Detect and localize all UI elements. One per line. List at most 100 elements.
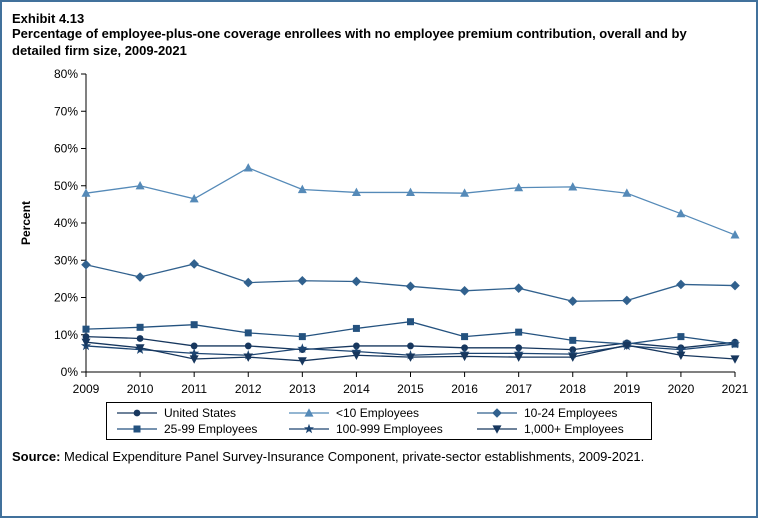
x-tick-label: 2018: [559, 382, 586, 396]
star-marker-icon: [303, 423, 315, 434]
x-tick-label: 2011: [181, 382, 207, 396]
square-marker-icon: [190, 320, 198, 328]
x-tick-label: 2020: [668, 382, 695, 396]
circle-marker-icon: [244, 342, 252, 350]
chart-header: Exhibit 4.13 Percentage of employee-plus…: [2, 2, 756, 60]
diamond-marker-icon: [459, 285, 470, 296]
circle-marker-icon: [133, 409, 141, 417]
square-marker-icon: [569, 336, 577, 344]
triangle-up-marker-icon: [730, 229, 740, 239]
y-tick-label: 40%: [54, 216, 78, 230]
diamond-marker-icon: [189, 258, 199, 269]
triangle-up-marker-icon: [297, 184, 307, 193]
series-1-000-employees: [81, 338, 740, 366]
legend-grid: United States <10 Employees 10-24 Employee…: [115, 406, 643, 436]
star-marker-icon: [189, 347, 200, 358]
source-prefix: Source:: [12, 448, 61, 464]
circle-marker-icon: [190, 342, 198, 350]
x-tick-label: 2015: [397, 382, 424, 396]
source-text: Medical Expenditure Panel Survey-Insuran…: [60, 448, 645, 464]
diamond-marker-icon: [405, 281, 416, 291]
source-note: Source: Medical Expenditure Panel Survey…: [2, 440, 756, 464]
diamond-marker-icon: [567, 296, 578, 306]
triangle-up-marker-icon: [514, 182, 524, 191]
triangle-down-marker-icon: [135, 343, 145, 353]
circle-marker-icon: [515, 344, 523, 351]
triangle-up-marker-icon: [406, 187, 415, 196]
triangle-up-marker-icon: [460, 188, 470, 197]
legend-label: 25-99 Employees: [164, 421, 258, 436]
star-marker-icon: [729, 338, 741, 349]
legend-item-united-states: United States: [115, 406, 287, 420]
triangle-down-marker-icon: [406, 353, 415, 362]
star-marker-icon: [297, 343, 308, 353]
circle-marker-icon: [353, 342, 360, 350]
square-marker-icon: [82, 325, 90, 333]
legend-label: <10 Employees: [336, 405, 420, 420]
triangle-up-marker-icon: [243, 162, 253, 172]
triangle-down-marker-icon: [568, 353, 578, 362]
series-10-employees: [81, 162, 740, 239]
legend-label: 100-999 Employees: [336, 421, 443, 436]
y-tick-label: 0%: [61, 365, 79, 379]
x-tick-label: 2014: [343, 382, 370, 396]
diamond-marker-icon: [492, 407, 502, 418]
x-tick-label: 2010: [127, 382, 154, 396]
square-marker-icon: [461, 332, 469, 340]
y-tick-label: 30%: [54, 253, 78, 267]
diamond-marker-icon: [81, 259, 91, 270]
x-tick-label: 2017: [505, 382, 532, 396]
diamond-marker-icon: [351, 276, 362, 287]
y-tick-label: 80%: [54, 67, 78, 81]
legend-item-1-000-employees: 1,000+ Employees: [475, 422, 643, 436]
triangle-down-marker-icon: [81, 338, 91, 347]
star-marker-icon: [351, 345, 362, 356]
circle-marker-icon: [136, 334, 144, 342]
y-tick-label: 50%: [54, 179, 78, 193]
triangle-down-marker-icon: [676, 351, 686, 360]
legend-label: United States: [164, 405, 237, 420]
diamond-marker-icon: [730, 280, 740, 291]
legend-diamond-icon: [477, 407, 517, 418]
square-marker-icon: [133, 425, 141, 433]
x-tick-label: 2021: [722, 382, 749, 396]
triangle-up-marker-icon: [622, 188, 632, 197]
x-tick-label: 2019: [613, 382, 640, 396]
legend-label: 10-24 Employees: [524, 405, 618, 420]
triangle-down-marker-icon: [730, 355, 740, 364]
triangle-down-marker-icon: [492, 425, 502, 434]
triangle-up-marker-icon: [135, 180, 145, 190]
chart-legend: United States <10 Employees 10-24 Employee…: [106, 401, 652, 440]
legend-item-10-employees: <10 Employees: [287, 406, 475, 420]
y-tick-label: 70%: [54, 104, 78, 118]
circle-marker-icon: [82, 332, 90, 340]
legend-star-icon: [289, 423, 329, 434]
y-tick-label: 10%: [54, 328, 78, 342]
star-marker-icon: [513, 347, 524, 358]
y-tick-label: 60%: [54, 141, 78, 155]
triangle-up-marker-icon: [304, 407, 314, 417]
square-marker-icon: [298, 332, 306, 340]
triangle-up-marker-icon: [351, 187, 361, 196]
legend-item-10-24-employees: 10-24 Employees: [475, 406, 643, 420]
legend-label: 1,000+ Employees: [524, 421, 624, 436]
diamond-marker-icon: [135, 271, 145, 282]
triangle-down-marker-icon: [460, 352, 470, 361]
diamond-marker-icon: [243, 277, 254, 288]
x-tick-label: 2009: [73, 382, 100, 396]
series-line: [85, 166, 736, 236]
triangle-up-marker-icon: [81, 188, 91, 197]
legend-item-25-99-employees: 25-99 Employees: [115, 422, 287, 436]
square-marker-icon: [677, 332, 685, 340]
square-marker-icon: [244, 329, 252, 337]
y-axis-label: Percent: [19, 201, 33, 245]
square-marker-icon: [407, 317, 414, 325]
diamond-marker-icon: [297, 275, 308, 286]
square-marker-icon: [352, 324, 360, 332]
triangle-down-marker-icon: [351, 351, 361, 360]
chart-title: Percentage of employee-plus-one coverage…: [12, 26, 687, 58]
legend-item-100-999-employees: 100-999 Employees: [287, 422, 475, 436]
x-tick-label: 2013: [289, 382, 316, 396]
x-tick-label: 2016: [451, 382, 478, 396]
